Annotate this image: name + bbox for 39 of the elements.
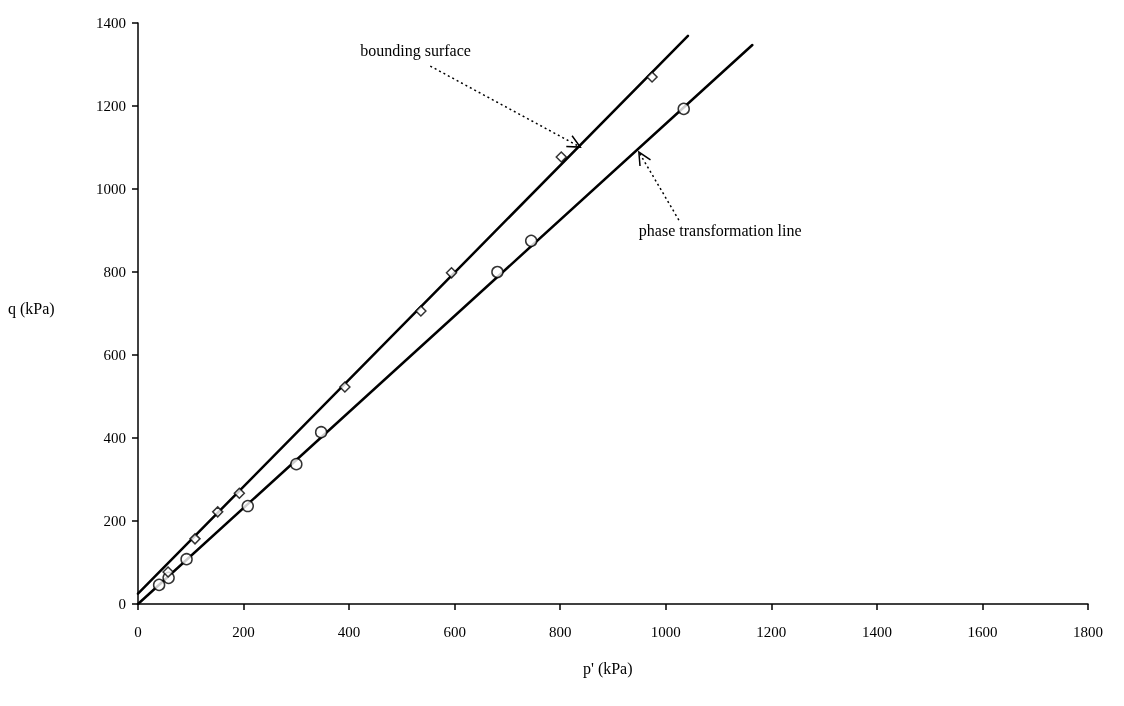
x-tick-label: 1000 (650, 623, 681, 640)
y-tick-label: 0 (118, 596, 126, 612)
x-tick-label: 1200 (756, 623, 787, 640)
annotation: phase transformation line (638, 221, 802, 240)
x-tick-label: 200 (232, 623, 255, 640)
point (241, 499, 255, 513)
y-tick-label: 600 (103, 347, 126, 363)
point (211, 506, 224, 518)
point (491, 265, 504, 279)
point (162, 566, 174, 578)
point (233, 487, 246, 499)
point (646, 71, 658, 83)
point (339, 381, 351, 393)
point (290, 457, 303, 471)
y-tick-label: 400 (103, 430, 126, 446)
y-tick-label: 1000 (96, 181, 126, 197)
point (180, 552, 193, 566)
annotation: bounding surface (360, 41, 471, 60)
x-tick-label: 600 (443, 623, 466, 640)
y-tick-label: 1200 (96, 98, 126, 114)
x-tick-label: 1400 (861, 623, 892, 640)
point (445, 267, 458, 279)
x-axis-title: p' (kPa) (583, 659, 633, 678)
x-tick-label: 800 (548, 623, 572, 640)
x-tick-label: 1600 (967, 623, 998, 640)
y-tick-label: 1400 (96, 15, 126, 31)
y-tick-label: 200 (103, 513, 126, 529)
point (524, 234, 538, 248)
x-tick-label: 0 (134, 623, 142, 640)
y-tick-label: 800 (103, 264, 126, 280)
point (189, 533, 201, 545)
point (314, 425, 328, 439)
point (555, 151, 568, 163)
y-axis-title: q (kPa) (8, 299, 55, 318)
x-tick-label: 400 (337, 623, 361, 640)
point (152, 578, 166, 592)
x-tick-label: 1800 (1073, 623, 1103, 640)
point (677, 102, 690, 116)
point (415, 305, 427, 317)
